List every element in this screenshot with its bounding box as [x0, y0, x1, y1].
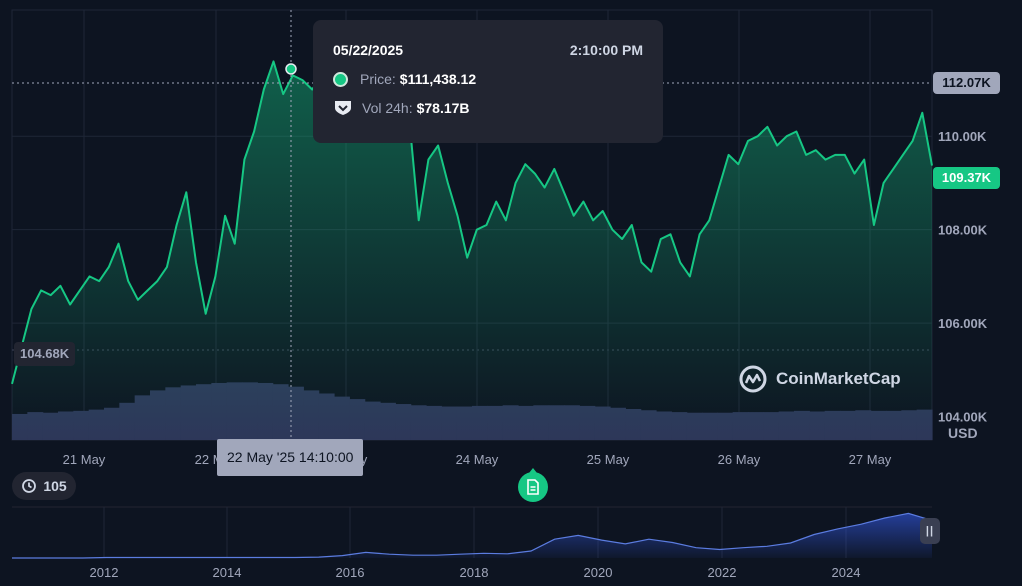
navigator[interactable]: 2012 2014 2016 2018 2020 2022 2024 [12, 506, 933, 580]
tooltip: 05/22/2025 2:10:00 PM Price: $111,438.12… [313, 20, 663, 143]
x-tick-label: 24 May [456, 452, 499, 467]
y-axis-ticks: 104.00K 106.00K 108.00K 110.00K [938, 129, 988, 424]
x-tick-label: 27 May [849, 452, 892, 467]
tooltip-time: 2:10:00 PM [569, 42, 643, 58]
navigator-tick-label: 2022 [708, 565, 737, 580]
price-area [12, 39, 932, 441]
navigator-handle[interactable]: || [920, 518, 940, 544]
volume-value: $78.17B [416, 100, 470, 116]
low-price-badge: 104.68K [14, 342, 76, 366]
hover-time-badge: 22 May '25 14:10:00 [217, 439, 364, 476]
clock-history-icon [22, 479, 37, 493]
price-label: Price: [360, 71, 396, 87]
history-layers-button[interactable]: 105 [12, 472, 76, 500]
tooltip-date: 05/22/2025 [333, 42, 404, 58]
price-dot-icon [333, 71, 348, 87]
coinmarketcap-watermark: CoinMarketCap [738, 364, 901, 394]
price-line [11, 38, 933, 385]
currency-label: USD [948, 425, 978, 441]
navigator-tick-label: 2012 [90, 565, 119, 580]
x-tick-label: 26 May [718, 452, 761, 467]
coinmarketcap-logo-icon [739, 365, 767, 393]
current-price-badge: 109.37K [933, 167, 1000, 189]
navigator-tick-label: 2018 [460, 565, 489, 580]
y-tick-label: 104.00K [938, 410, 988, 425]
y-tick-label: 106.00K [938, 316, 988, 331]
add-note-button[interactable] [518, 468, 548, 502]
layer-count: 105 [43, 478, 67, 494]
navigator-tick-label: 2016 [336, 565, 365, 580]
navigator-tick-label: 2014 [213, 565, 242, 580]
volume-label: Vol 24h: [362, 100, 413, 116]
navigator-tick-label: 2020 [584, 565, 613, 580]
navigator-area [12, 513, 932, 558]
hover-price-badge: 112.07K [933, 72, 1000, 94]
watermark-text: CoinMarketCap [776, 369, 901, 388]
price-value: $111,438.12 [399, 71, 477, 87]
y-tick-label: 108.00K [938, 223, 988, 238]
volume-shield-icon [335, 101, 351, 115]
navigator-tick-label: 2024 [832, 565, 861, 580]
x-tick-label: 25 May [587, 452, 630, 467]
navigator-line [12, 512, 933, 559]
y-tick-label: 110.00K [938, 129, 987, 144]
x-tick-label: 21 May [63, 452, 106, 467]
crosshair-point [285, 63, 297, 75]
